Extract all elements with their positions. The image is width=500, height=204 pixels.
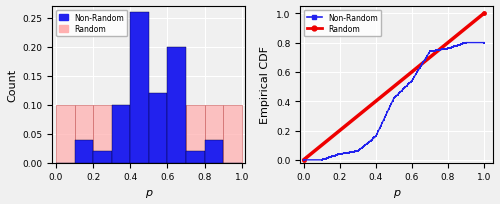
Bar xyxy=(186,105,204,163)
Bar xyxy=(168,105,186,163)
Legend: Non-Random, Random: Non-Random, Random xyxy=(304,11,381,37)
Bar xyxy=(112,105,130,163)
Bar xyxy=(149,94,168,163)
Bar xyxy=(130,13,149,163)
Bar xyxy=(93,105,112,163)
Bar xyxy=(56,105,74,163)
X-axis label: p: p xyxy=(393,187,400,197)
X-axis label: p: p xyxy=(146,187,152,197)
Bar xyxy=(149,105,168,163)
Y-axis label: Count: Count xyxy=(7,69,17,101)
Bar xyxy=(168,47,186,163)
Legend: Non-Random, Random: Non-Random, Random xyxy=(56,11,128,37)
Bar xyxy=(112,105,130,163)
Bar xyxy=(74,140,93,163)
Bar xyxy=(74,105,93,163)
Bar xyxy=(93,151,112,163)
Bar xyxy=(130,105,149,163)
Y-axis label: Empirical CDF: Empirical CDF xyxy=(260,46,270,124)
Bar xyxy=(204,140,223,163)
Bar xyxy=(186,151,204,163)
Bar xyxy=(223,105,242,163)
Bar xyxy=(204,105,223,163)
